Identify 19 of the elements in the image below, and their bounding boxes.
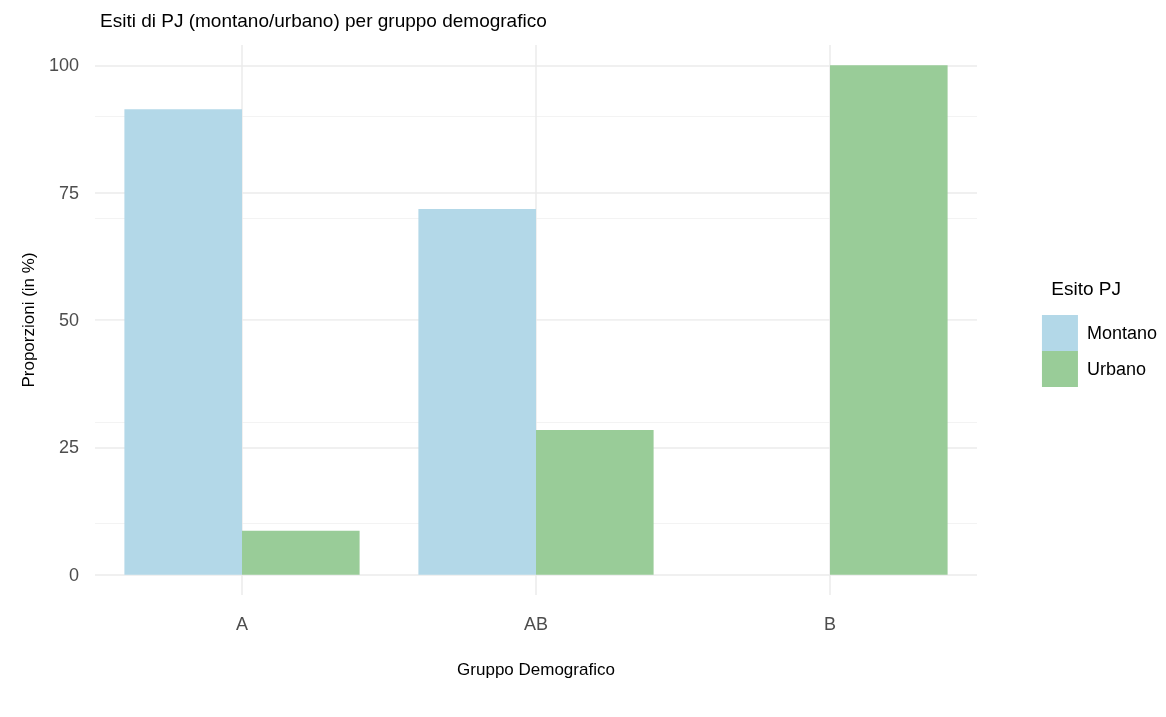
y-tick-label: 0 (68, 564, 79, 585)
x-axis-title: Gruppo Demografico (457, 660, 615, 679)
bar (830, 65, 948, 575)
legend-title: Esito PJ (1051, 278, 1122, 299)
x-tick-label: B (823, 614, 837, 634)
chart-title: Esiti di PJ (montano/urbano) per gruppo demografico (100, 10, 547, 31)
bar (418, 208, 536, 575)
y-tick-label: 25 (58, 437, 79, 458)
x-tick-label: A (235, 614, 249, 634)
bar (124, 109, 242, 575)
y-tick-label: 75 (58, 182, 79, 203)
y-axis-title: Proporzioni (in %) (19, 252, 38, 388)
x-tick-label: AB (523, 614, 549, 634)
y-tick-label: 50 (58, 310, 79, 330)
bar (536, 430, 654, 575)
y-tick-label: 100 (48, 55, 79, 76)
legend-label: Urbano (1086, 359, 1146, 379)
legend-label: Montano (1086, 323, 1158, 343)
bar (242, 530, 360, 575)
